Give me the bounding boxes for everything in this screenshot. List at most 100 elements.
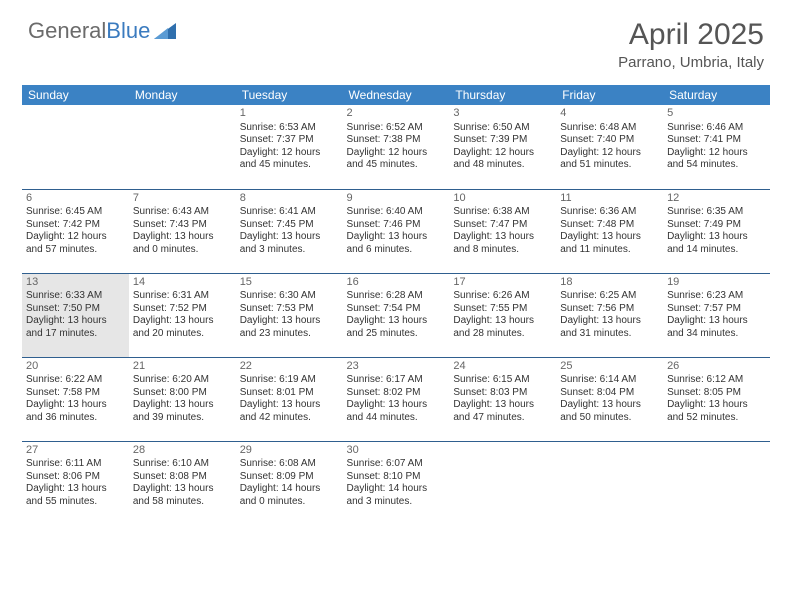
day-number: 23 <box>347 360 446 374</box>
day-number: 11 <box>560 192 659 206</box>
month-title: April 2025 <box>618 18 764 52</box>
day-number: 3 <box>453 107 552 121</box>
sunset-text: Sunset: 7:42 PM <box>26 219 125 232</box>
sunrise-text: Sunrise: 6:30 AM <box>240 290 339 303</box>
daylight-text: Daylight: 13 hours <box>347 231 446 244</box>
calendar-cell: 25Sunrise: 6:14 AMSunset: 8:04 PMDayligh… <box>556 357 663 441</box>
daylight-text: Daylight: 14 hours <box>240 483 339 496</box>
logo-text-2: Blue <box>106 18 150 44</box>
sunset-text: Sunset: 7:45 PM <box>240 219 339 232</box>
logo: GeneralBlue <box>28 18 176 44</box>
daylight-text: and 58 minutes. <box>133 496 232 509</box>
sunrise-text: Sunrise: 6:26 AM <box>453 290 552 303</box>
sunrise-text: Sunrise: 6:23 AM <box>667 290 766 303</box>
sunset-text: Sunset: 7:47 PM <box>453 219 552 232</box>
daylight-text: and 50 minutes. <box>560 412 659 425</box>
day-number: 30 <box>347 444 446 458</box>
sunrise-text: Sunrise: 6:22 AM <box>26 374 125 387</box>
calendar-cell: 2Sunrise: 6:52 AMSunset: 7:38 PMDaylight… <box>343 105 450 189</box>
sunset-text: Sunset: 7:53 PM <box>240 303 339 316</box>
daylight-text: Daylight: 13 hours <box>667 315 766 328</box>
calendar-cell: 11Sunrise: 6:36 AMSunset: 7:48 PMDayligh… <box>556 189 663 273</box>
calendar-cell: 10Sunrise: 6:38 AMSunset: 7:47 PMDayligh… <box>449 189 556 273</box>
day-header: Friday <box>556 85 663 105</box>
daylight-text: Daylight: 12 hours <box>560 147 659 160</box>
daylight-text: and 44 minutes. <box>347 412 446 425</box>
calendar-cell-empty <box>663 441 770 525</box>
calendar-cell: 4Sunrise: 6:48 AMSunset: 7:40 PMDaylight… <box>556 105 663 189</box>
sunset-text: Sunset: 8:08 PM <box>133 471 232 484</box>
day-number: 10 <box>453 192 552 206</box>
calendar-cell: 21Sunrise: 6:20 AMSunset: 8:00 PMDayligh… <box>129 357 236 441</box>
day-number: 14 <box>133 276 232 290</box>
sunset-text: Sunset: 8:03 PM <box>453 387 552 400</box>
calendar-row: 20Sunrise: 6:22 AMSunset: 7:58 PMDayligh… <box>22 357 770 441</box>
daylight-text: Daylight: 13 hours <box>347 315 446 328</box>
daylight-text: Daylight: 13 hours <box>453 231 552 244</box>
day-number: 5 <box>667 107 766 121</box>
daylight-text: and 23 minutes. <box>240 328 339 341</box>
day-number: 15 <box>240 276 339 290</box>
daylight-text: and 36 minutes. <box>26 412 125 425</box>
daylight-text: and 45 minutes. <box>347 159 446 172</box>
calendar-cell: 24Sunrise: 6:15 AMSunset: 8:03 PMDayligh… <box>449 357 556 441</box>
day-header: Tuesday <box>236 85 343 105</box>
sunset-text: Sunset: 8:00 PM <box>133 387 232 400</box>
daylight-text: and 57 minutes. <box>26 244 125 257</box>
sunrise-text: Sunrise: 6:14 AM <box>560 374 659 387</box>
daylight-text: Daylight: 13 hours <box>240 315 339 328</box>
day-header: Sunday <box>22 85 129 105</box>
daylight-text: Daylight: 13 hours <box>240 231 339 244</box>
calendar-cell: 1Sunrise: 6:53 AMSunset: 7:37 PMDaylight… <box>236 105 343 189</box>
sunset-text: Sunset: 7:49 PM <box>667 219 766 232</box>
sunrise-text: Sunrise: 6:35 AM <box>667 206 766 219</box>
sunrise-text: Sunrise: 6:45 AM <box>26 206 125 219</box>
sunrise-text: Sunrise: 6:36 AM <box>560 206 659 219</box>
daylight-text: and 47 minutes. <box>453 412 552 425</box>
calendar-cell-empty <box>129 105 236 189</box>
calendar-cell: 14Sunrise: 6:31 AMSunset: 7:52 PMDayligh… <box>129 273 236 357</box>
day-number: 16 <box>347 276 446 290</box>
day-number: 4 <box>560 107 659 121</box>
day-number: 7 <box>133 192 232 206</box>
sunrise-text: Sunrise: 6:48 AM <box>560 122 659 135</box>
daylight-text: and 20 minutes. <box>133 328 232 341</box>
calendar-row: 1Sunrise: 6:53 AMSunset: 7:37 PMDaylight… <box>22 105 770 189</box>
calendar-cell: 26Sunrise: 6:12 AMSunset: 8:05 PMDayligh… <box>663 357 770 441</box>
sunset-text: Sunset: 7:41 PM <box>667 134 766 147</box>
calendar-row: 27Sunrise: 6:11 AMSunset: 8:06 PMDayligh… <box>22 441 770 525</box>
calendar-cell: 9Sunrise: 6:40 AMSunset: 7:46 PMDaylight… <box>343 189 450 273</box>
daylight-text: Daylight: 13 hours <box>453 399 552 412</box>
sunset-text: Sunset: 7:46 PM <box>347 219 446 232</box>
day-number: 28 <box>133 444 232 458</box>
sunrise-text: Sunrise: 6:15 AM <box>453 374 552 387</box>
calendar-cell: 20Sunrise: 6:22 AMSunset: 7:58 PMDayligh… <box>22 357 129 441</box>
day-number: 1 <box>240 107 339 121</box>
day-number: 12 <box>667 192 766 206</box>
daylight-text: and 39 minutes. <box>133 412 232 425</box>
day-number: 19 <box>667 276 766 290</box>
sunrise-text: Sunrise: 6:41 AM <box>240 206 339 219</box>
daylight-text: Daylight: 13 hours <box>26 315 125 328</box>
daylight-text: Daylight: 14 hours <box>347 483 446 496</box>
sunrise-text: Sunrise: 6:08 AM <box>240 458 339 471</box>
calendar-cell: 5Sunrise: 6:46 AMSunset: 7:41 PMDaylight… <box>663 105 770 189</box>
daylight-text: and 25 minutes. <box>347 328 446 341</box>
calendar-cell: 27Sunrise: 6:11 AMSunset: 8:06 PMDayligh… <box>22 441 129 525</box>
sunset-text: Sunset: 7:43 PM <box>133 219 232 232</box>
daylight-text: and 54 minutes. <box>667 159 766 172</box>
daylight-text: Daylight: 13 hours <box>347 399 446 412</box>
daylight-text: Daylight: 13 hours <box>26 399 125 412</box>
day-header: Saturday <box>663 85 770 105</box>
calendar-cell-empty <box>22 105 129 189</box>
daylight-text: Daylight: 12 hours <box>453 147 552 160</box>
calendar-cell: 13Sunrise: 6:33 AMSunset: 7:50 PMDayligh… <box>22 273 129 357</box>
daylight-text: Daylight: 13 hours <box>560 399 659 412</box>
daylight-text: and 11 minutes. <box>560 244 659 257</box>
daylight-text: and 31 minutes. <box>560 328 659 341</box>
day-header-row: Sunday Monday Tuesday Wednesday Thursday… <box>22 85 770 105</box>
calendar-cell: 12Sunrise: 6:35 AMSunset: 7:49 PMDayligh… <box>663 189 770 273</box>
day-number: 24 <box>453 360 552 374</box>
daylight-text: Daylight: 13 hours <box>453 315 552 328</box>
sunrise-text: Sunrise: 6:38 AM <box>453 206 552 219</box>
